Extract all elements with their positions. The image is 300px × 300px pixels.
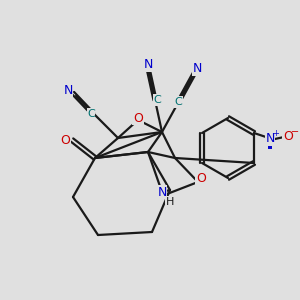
Text: N: N xyxy=(143,58,153,71)
Text: O: O xyxy=(283,130,293,143)
Text: C: C xyxy=(175,97,182,107)
Text: N: N xyxy=(63,83,73,97)
Text: C: C xyxy=(87,109,95,119)
Text: +: + xyxy=(272,130,279,139)
Text: O: O xyxy=(133,112,143,124)
Text: N: N xyxy=(157,185,167,199)
Text: N: N xyxy=(192,62,202,76)
Text: C: C xyxy=(153,95,161,105)
Text: O: O xyxy=(196,172,206,185)
Text: N: N xyxy=(265,133,275,146)
Text: O: O xyxy=(60,134,70,146)
Text: −: − xyxy=(291,127,299,137)
Text: H: H xyxy=(166,197,174,207)
